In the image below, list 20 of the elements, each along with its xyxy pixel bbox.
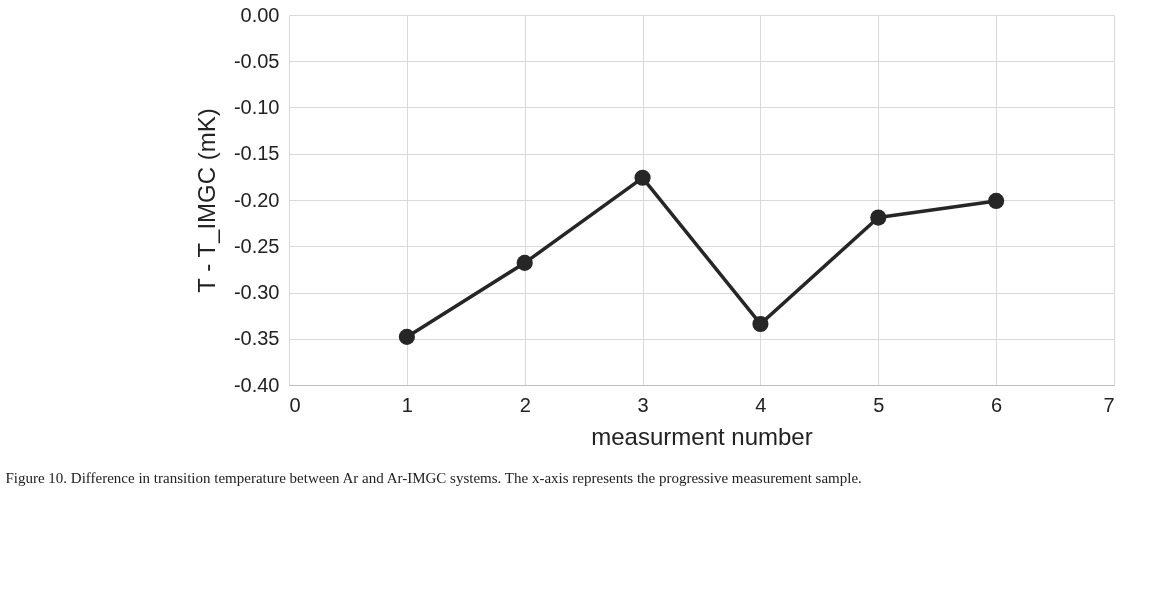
x-tick-label: 5 — [873, 393, 885, 416]
y-tick-label: -0.40 — [233, 373, 280, 396]
y-tick-label: 0.00 — [240, 3, 280, 26]
y-tick-label: -0.15 — [233, 142, 280, 165]
y-tick-label: -0.10 — [233, 96, 280, 118]
x-tick-label: 3 — [637, 393, 649, 416]
caption: Figure 10. Difference in transition temperature between Ar and Ar-IMGC systems. The x-axis represents the progressive measurement sample. — [5, 470, 862, 486]
y-tick-label: -0.20 — [233, 188, 280, 211]
y-tick-label: -0.30 — [233, 281, 280, 303]
x-axis-title: measurment number — [591, 422, 813, 450]
y-tick-label: -0.05 — [233, 49, 280, 72]
x-tick-label: 7 — [1103, 393, 1115, 416]
x-tick-label: 1 — [401, 393, 413, 416]
x-tick-label: 0 — [289, 393, 301, 416]
y-tick-label: -0.35 — [233, 327, 280, 350]
x-tick-label: 4 — [755, 393, 767, 416]
y-tick-label: -0.25 — [233, 234, 280, 257]
y-axis-title: T - T_IMGC (mK) — [192, 108, 220, 293]
x-tick-label: 2 — [519, 393, 531, 416]
x-tick-label: 6 — [991, 393, 1003, 416]
